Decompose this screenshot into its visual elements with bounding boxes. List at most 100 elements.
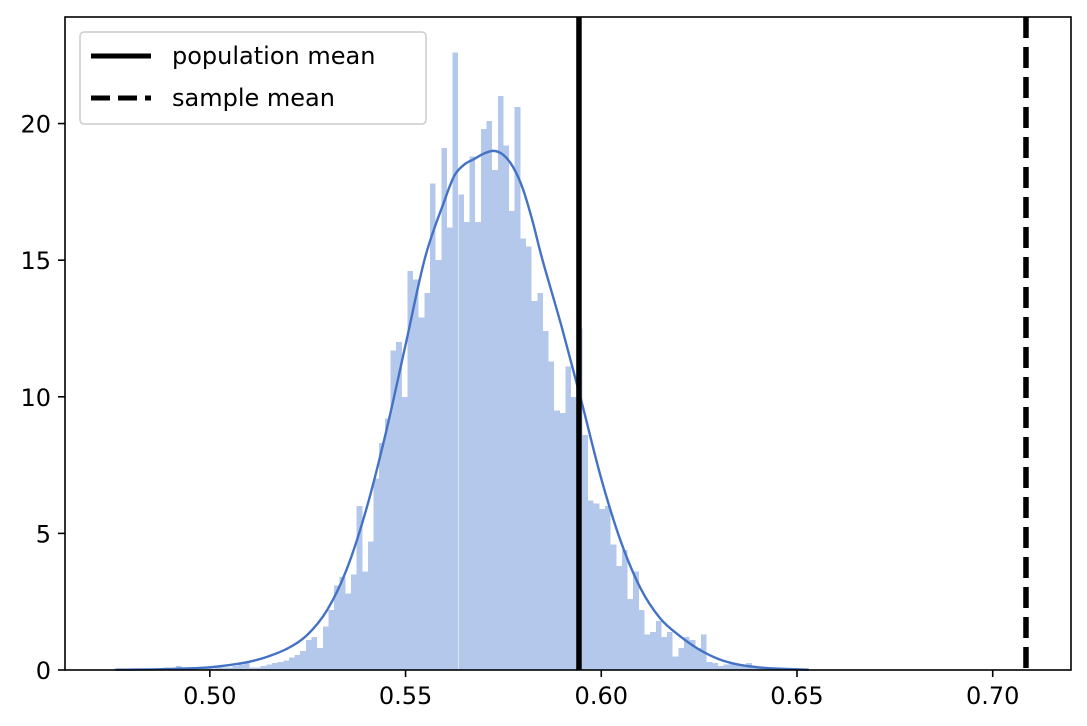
legend-sample-mean-label: sample mean [172, 84, 335, 112]
histogram-bar [367, 541, 374, 670]
histogram-bar [418, 317, 425, 670]
histogram-bar [446, 227, 453, 670]
histogram-bar [672, 656, 679, 670]
histogram-bar [424, 292, 431, 670]
histogram-bar [226, 667, 233, 670]
histogram-bar [441, 148, 447, 670]
x-tick-label: 0.65 [770, 682, 823, 710]
histogram-bar [396, 342, 402, 670]
histogram-bar [362, 571, 368, 670]
histogram-bar [633, 571, 639, 670]
histogram-bar [255, 667, 261, 670]
histogram-bar [627, 598, 634, 670]
histogram-bar [356, 506, 363, 670]
axes-frame [64, 16, 1072, 671]
histogram-bar [638, 609, 645, 670]
histogram-bar [678, 648, 685, 670]
histogram-bar [480, 129, 487, 670]
histogram-bar [452, 52, 459, 670]
histogram-bar [667, 631, 673, 670]
legend-population-mean-label: population mean [172, 42, 375, 70]
axes: 0.50 0.55 0.60 0.65 0.70 0 5 10 15 20 [20, 16, 1072, 710]
histogram-bar [379, 443, 385, 670]
histogram-bar [514, 107, 521, 670]
histogram-bar [542, 331, 549, 670]
legend-box [79, 31, 427, 125]
histogram-bar [548, 361, 555, 670]
histogram-bar [334, 585, 340, 670]
histogram-bar [260, 665, 267, 670]
histogram-bar [723, 664, 730, 670]
histogram-bar [215, 667, 222, 670]
y-tick-label: 15 [20, 247, 51, 275]
kde-curve [115, 149, 809, 671]
histogram-bar [322, 626, 329, 670]
histogram-bar [644, 634, 651, 670]
histogram-bar [249, 667, 256, 670]
histogram-bar [283, 660, 289, 670]
x-tick-label: 0.70 [966, 682, 1019, 710]
histogram-bar [294, 654, 301, 670]
y-tick-label: 20 [20, 111, 51, 139]
y-tick-label: 0 [36, 657, 51, 685]
histogram-bar [221, 667, 227, 670]
histogram-bar [537, 292, 543, 670]
histogram-bar [266, 664, 272, 670]
histogram-bar [525, 246, 532, 670]
x-tick-label: 0.60 [575, 682, 628, 710]
histogram-bar [503, 145, 510, 670]
histogram-bar [684, 637, 690, 670]
histogram-bar [339, 577, 346, 670]
histogram-bar [616, 566, 622, 670]
histogram-bar [401, 396, 408, 670]
histogram-bar [509, 210, 515, 671]
histogram-bar [717, 665, 724, 670]
histogram-bar [271, 663, 278, 670]
histogram-bar [559, 413, 566, 670]
histogram-bar [373, 478, 380, 670]
histogram-bar [706, 661, 713, 670]
histogram-bar [243, 661, 250, 670]
histogram-bar [475, 221, 481, 671]
histogram-bar [288, 657, 295, 670]
histogram-bar [407, 271, 414, 670]
histogram-bar [695, 648, 701, 670]
histogram-bar [599, 508, 605, 670]
histogram-bar [520, 238, 526, 670]
histogram-bar [458, 194, 464, 670]
histogram-bar [650, 631, 656, 670]
histogram-bar [571, 396, 577, 670]
histogram-bar [554, 410, 560, 670]
histogram-bar [311, 637, 318, 670]
histogram-bar [277, 661, 284, 670]
histogram-bar [689, 639, 696, 670]
histogram-bar [582, 435, 589, 670]
histogram-bar [300, 650, 306, 670]
histogram-bar [430, 183, 436, 671]
histogram-bars [113, 52, 780, 671]
histogram-bar [390, 350, 397, 670]
plot-area [113, 17, 1029, 671]
histogram-bar [565, 366, 572, 670]
histogram-bar [610, 544, 617, 670]
histogram-bar [588, 500, 594, 670]
histogram-bar [661, 637, 668, 670]
histogram-bar [469, 156, 476, 671]
histogram-bar [435, 260, 442, 670]
histogram-bar [497, 96, 504, 671]
y-tick-label: 5 [36, 520, 51, 548]
histogram-bar [492, 170, 498, 670]
histogram-bar [729, 663, 735, 670]
histogram-bar [486, 120, 493, 670]
histogram-bar [734, 664, 741, 670]
histogram-bar [740, 664, 747, 670]
histogram-bar [655, 620, 662, 670]
histogram-bar [621, 549, 628, 670]
histogram-bar [351, 574, 357, 670]
histogram-bar [345, 593, 351, 670]
x-tick-label: 0.55 [379, 682, 432, 710]
histogram-bar [605, 506, 611, 670]
histogram-bar [384, 418, 391, 670]
